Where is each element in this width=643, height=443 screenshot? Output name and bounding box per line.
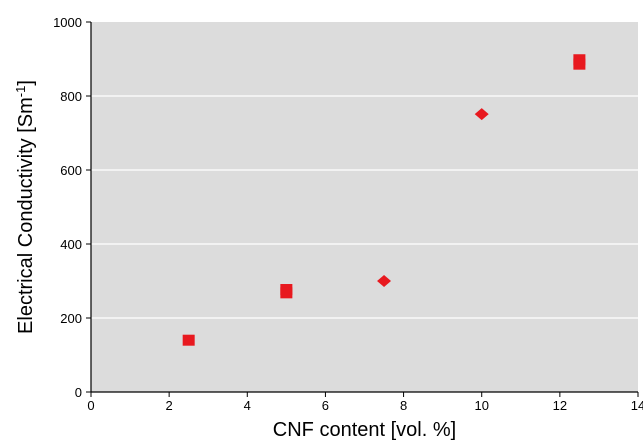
gridlines xyxy=(91,95,638,319)
data-points xyxy=(182,54,586,346)
y-axis-title: Electrical Conductivity [Sm-1] xyxy=(13,80,38,334)
data-point xyxy=(377,275,392,287)
x-tick-label: 10 xyxy=(474,398,488,413)
y-tick-label: 1000 xyxy=(53,15,82,30)
x-tick-label: 8 xyxy=(400,398,407,413)
axes xyxy=(90,22,638,393)
data-point xyxy=(280,287,293,299)
y-tick-label: 400 xyxy=(60,237,82,252)
x-axis-title: CNF content [vol. %] xyxy=(273,419,456,441)
x-tick-label: 0 xyxy=(87,398,94,413)
y-axis-title-superscript: -1 xyxy=(13,86,28,98)
y-tick-label: 800 xyxy=(60,89,82,104)
x-tick-label: 12 xyxy=(553,398,567,413)
x-tick-label: 14 xyxy=(631,398,643,413)
data-point xyxy=(573,58,586,70)
y-tick-label: 200 xyxy=(60,311,82,326)
x-tick-label: 2 xyxy=(166,398,173,413)
y-tick-label: 600 xyxy=(60,163,82,178)
y-tick-label: 0 xyxy=(75,385,82,400)
y-axis-title-main: Electrical Conductivity [Sm xyxy=(15,97,37,334)
y-axis-title-close: ] xyxy=(15,80,37,86)
x-axis-ticks: 0 2 4 6 8 10 12 14 xyxy=(87,392,643,413)
x-tick-label: 4 xyxy=(244,398,251,413)
plot-area xyxy=(91,22,638,392)
y-axis-ticks: 0 200 400 600 800 1000 xyxy=(53,15,91,400)
x-tick-label: 6 xyxy=(322,398,329,413)
data-point xyxy=(182,334,195,346)
data-point xyxy=(474,108,489,121)
